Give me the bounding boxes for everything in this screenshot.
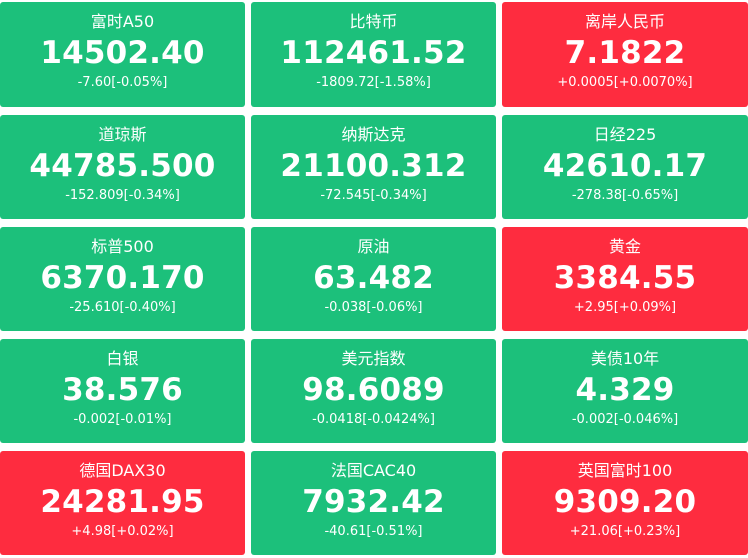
quote-tile-crude-oil[interactable]: 原油 63.482 -0.038[-0.06%] [251, 227, 496, 331]
quote-price: 21100.312 [280, 148, 467, 184]
quote-name: 黄金 [608, 237, 641, 256]
quote-change: -0.038[-0.06%] [324, 300, 423, 315]
quote-change: -0.002[-0.01%] [73, 412, 172, 427]
quote-tile-nikkei-225[interactable]: 日经225 42610.17 -278.38[-0.65%] [502, 115, 748, 219]
quote-tile-cac-40[interactable]: 法国CAC40 7932.42 -40.61[-0.51%] [251, 451, 496, 555]
quote-tile-sp-500[interactable]: 标普500 6370.170 -25.610[-0.40%] [0, 227, 245, 331]
quote-change: -72.545[-0.34%] [320, 188, 427, 203]
quote-change: +2.95[+0.09%] [573, 300, 677, 315]
quote-change: -1809.72[-1.58%] [316, 75, 431, 90]
quote-price: 9309.20 [553, 484, 697, 520]
quote-name: 比特币 [349, 12, 398, 31]
quote-change: -0.0418[-0.0424%] [312, 412, 435, 427]
quote-price: 98.6089 [302, 372, 445, 408]
quote-change: -152.809[-0.34%] [65, 188, 180, 203]
quote-price: 14502.40 [40, 35, 205, 71]
quote-price: 63.482 [313, 260, 434, 296]
quote-tile-nasdaq[interactable]: 纳斯达克 21100.312 -72.545[-0.34%] [251, 115, 496, 219]
quote-name: 美债10年 [590, 349, 660, 368]
quote-price: 4.329 [575, 372, 675, 408]
quote-name: 英国富时100 [577, 461, 673, 480]
quote-price: 7932.42 [302, 484, 445, 520]
quote-change: -278.38[-0.65%] [571, 188, 679, 203]
quote-change: -7.60[-0.05%] [77, 75, 168, 90]
quote-change: -40.61[-0.51%] [324, 524, 423, 539]
quote-name: 离岸人民币 [584, 12, 665, 31]
quote-price: 24281.95 [40, 484, 205, 520]
quote-tile-offshore-cny[interactable]: 离岸人民币 7.1822 +0.0005[+0.0070%] [502, 2, 748, 107]
quote-change: -0.002[-0.046%] [571, 412, 679, 427]
quote-name: 富时A50 [90, 12, 155, 31]
quote-name: 法国CAC40 [330, 461, 417, 480]
quote-name: 德国DAX30 [79, 461, 166, 480]
quote-tile-dax-30[interactable]: 德国DAX30 24281.95 +4.98[+0.02%] [0, 451, 245, 555]
quote-name: 纳斯达克 [341, 125, 406, 144]
quote-price: 112461.52 [280, 35, 467, 71]
quote-price: 7.1822 [564, 35, 686, 71]
quote-name: 道琼斯 [98, 125, 147, 144]
quote-name: 原油 [357, 237, 390, 256]
quote-tile-ftse-china-a50[interactable]: 富时A50 14502.40 -7.60[-0.05%] [0, 2, 245, 107]
quote-name: 标普500 [91, 237, 154, 256]
quote-change: +0.0005[+0.0070%] [557, 75, 693, 90]
quote-change: +21.06[+0.23%] [569, 524, 681, 539]
quote-price: 44785.500 [29, 148, 216, 184]
quote-tile-gold[interactable]: 黄金 3384.55 +2.95[+0.09%] [502, 227, 748, 331]
quote-tile-dow-jones[interactable]: 道琼斯 44785.500 -152.809[-0.34%] [0, 115, 245, 219]
quote-tile-ftse-100[interactable]: 英国富时100 9309.20 +21.06[+0.23%] [502, 451, 748, 555]
quote-tile-us-10y-treasury[interactable]: 美债10年 4.329 -0.002[-0.046%] [502, 339, 748, 443]
quote-price: 38.576 [62, 372, 183, 408]
quote-tile-dollar-index[interactable]: 美元指数 98.6089 -0.0418[-0.0424%] [251, 339, 496, 443]
quote-tile-silver[interactable]: 白银 38.576 -0.002[-0.01%] [0, 339, 245, 443]
quote-name: 美元指数 [341, 349, 406, 368]
quote-name: 日经225 [593, 125, 657, 144]
quote-price: 6370.170 [40, 260, 205, 296]
quote-price: 3384.55 [553, 260, 697, 296]
quote-name: 白银 [106, 349, 139, 368]
quote-tile-bitcoin[interactable]: 比特币 112461.52 -1809.72[-1.58%] [251, 2, 496, 107]
quote-price: 42610.17 [542, 148, 708, 184]
quote-change: -25.610[-0.40%] [69, 300, 176, 315]
quote-change: +4.98[+0.02%] [71, 524, 174, 539]
